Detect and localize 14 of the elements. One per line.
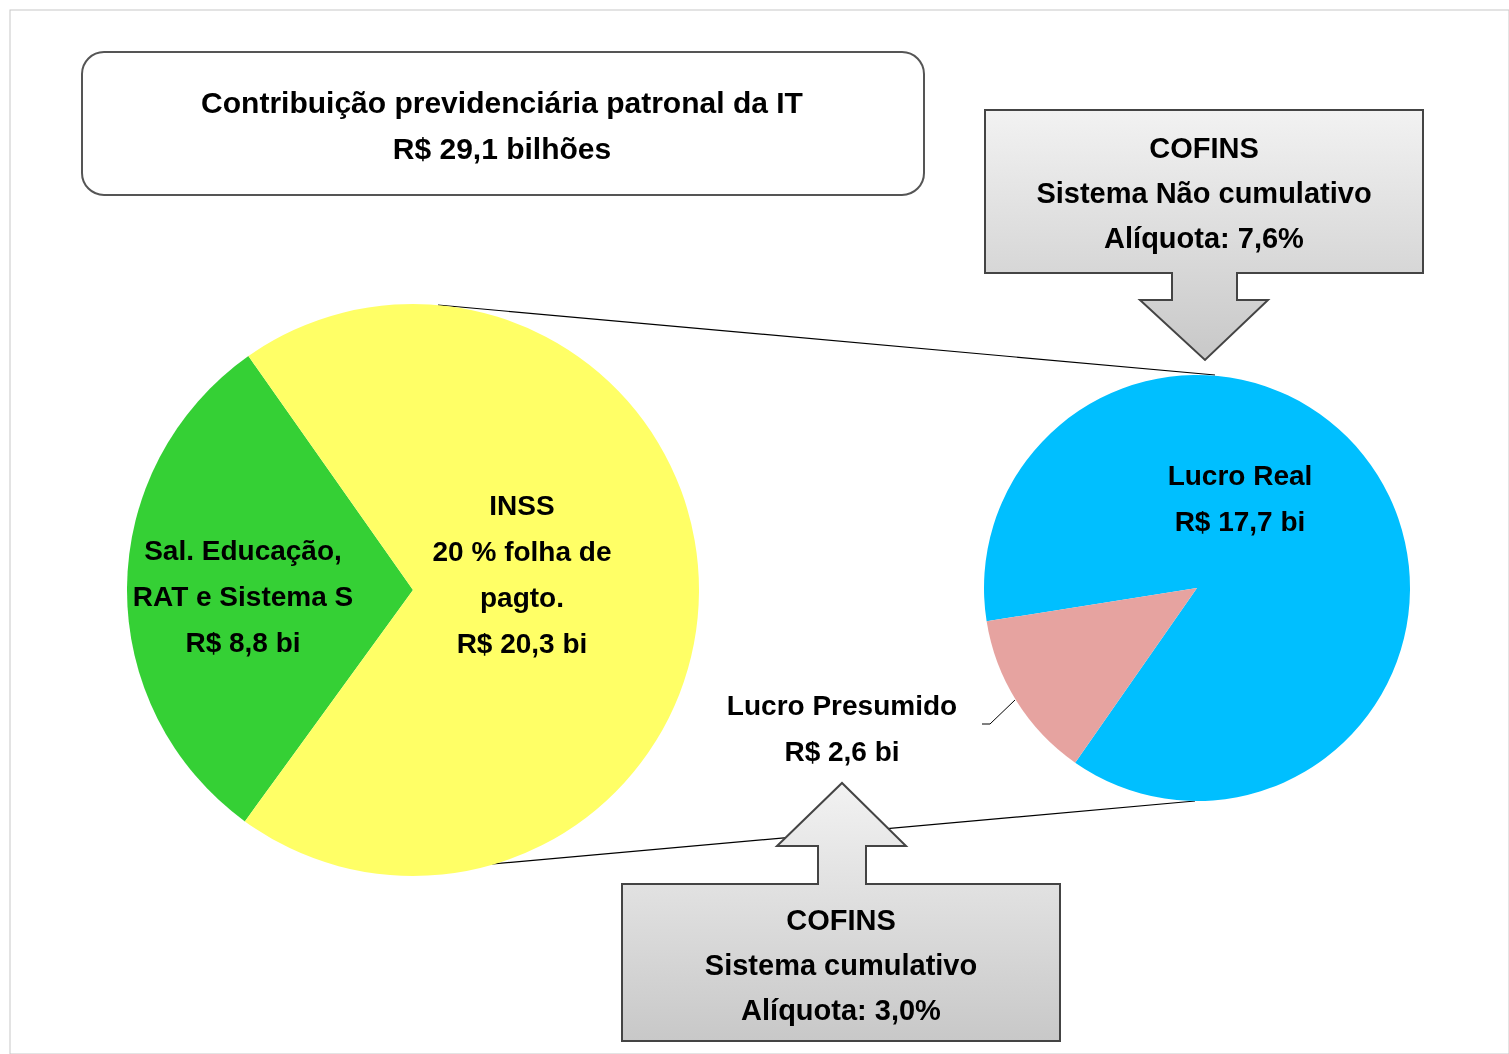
pie-slice [984, 375, 1410, 801]
slice-label: Lucro Presumido [726, 690, 958, 721]
slice-label: Lucro Real [1167, 460, 1313, 491]
text: COFINS Sistema Não cumulativo Alíquota: 7,6% [1036, 132, 1372, 254]
slice-label: INSS 20 % folha de pagto. [432, 490, 612, 613]
slice-label: Sal. Educação, RAT e Sistema S [132, 535, 354, 612]
data-label: R$ 8,8 bi [185, 627, 301, 658]
pie-slice [127, 356, 413, 822]
data-label: R$ 20,3 bi [456, 628, 588, 659]
chart-title: Contribuição previdenciária patronal da IT R$ 29,1 bilhões [201, 86, 803, 165]
data-label: R$ 2,6 bi [784, 736, 900, 767]
pie-slice [986, 588, 1197, 763]
data-label: R$ 17,7 bi [1174, 506, 1306, 537]
text: COFINS Sistema cumulativo Alíquota: 3,0% [704, 904, 978, 1026]
